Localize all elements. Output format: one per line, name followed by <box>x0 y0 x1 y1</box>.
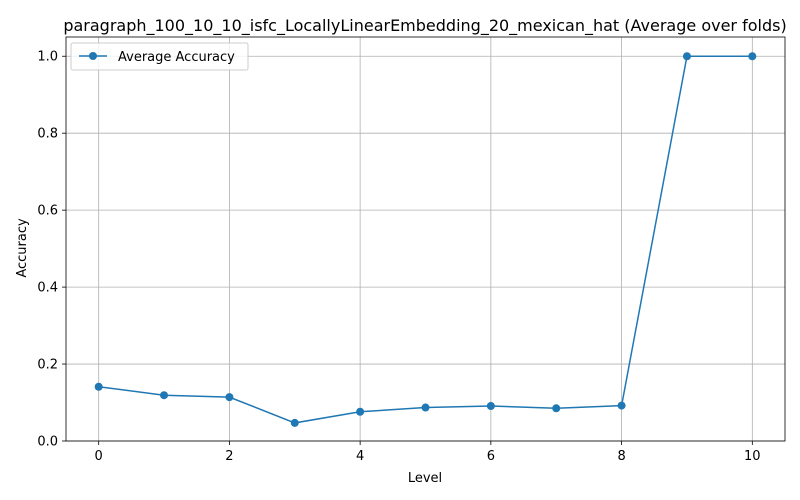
data-point <box>356 408 364 416</box>
data-point <box>552 404 560 412</box>
data-point <box>748 52 756 60</box>
y-axis-ticks: 0.0 0.2 0.4 0.6 0.8 1.0 <box>37 50 66 450</box>
y-tick-label: 0.8 <box>37 127 58 142</box>
data-series <box>95 52 757 427</box>
y-axis-label: Accuracy <box>15 218 30 278</box>
y-tick-label: 0.2 <box>37 358 58 373</box>
data-point <box>422 404 430 412</box>
grid-lines <box>66 37 785 441</box>
data-point <box>225 393 233 401</box>
y-tick-label: 0.6 <box>37 204 58 219</box>
legend-marker-sample <box>89 52 97 60</box>
x-tick-label: 0 <box>95 449 103 464</box>
legend: Average Accuracy <box>71 43 248 70</box>
x-tick-label: 8 <box>617 449 625 464</box>
y-tick-label: 0.4 <box>37 281 58 296</box>
data-point <box>291 419 299 427</box>
data-point <box>160 391 168 399</box>
plot-border <box>66 37 785 441</box>
data-point <box>95 383 103 391</box>
plot-frame <box>66 37 785 441</box>
y-tick-label: 1.0 <box>37 50 58 65</box>
data-point <box>618 402 626 410</box>
x-tick-label: 4 <box>356 449 364 464</box>
x-tick-label: 6 <box>487 449 495 464</box>
x-tick-label: 10 <box>744 449 761 464</box>
y-tick-label: 0.0 <box>37 435 58 450</box>
legend-label: Average Accuracy <box>118 50 235 65</box>
data-point <box>487 402 495 410</box>
x-axis-label: Level <box>408 471 442 486</box>
data-point <box>683 52 691 60</box>
series-line <box>99 56 753 423</box>
x-tick-label: 2 <box>225 449 233 464</box>
x-axis-ticks: 0 2 4 6 8 10 <box>95 441 761 464</box>
chart-title: paragraph_100_10_10_isfc_LocallyLinearEm… <box>63 16 786 36</box>
